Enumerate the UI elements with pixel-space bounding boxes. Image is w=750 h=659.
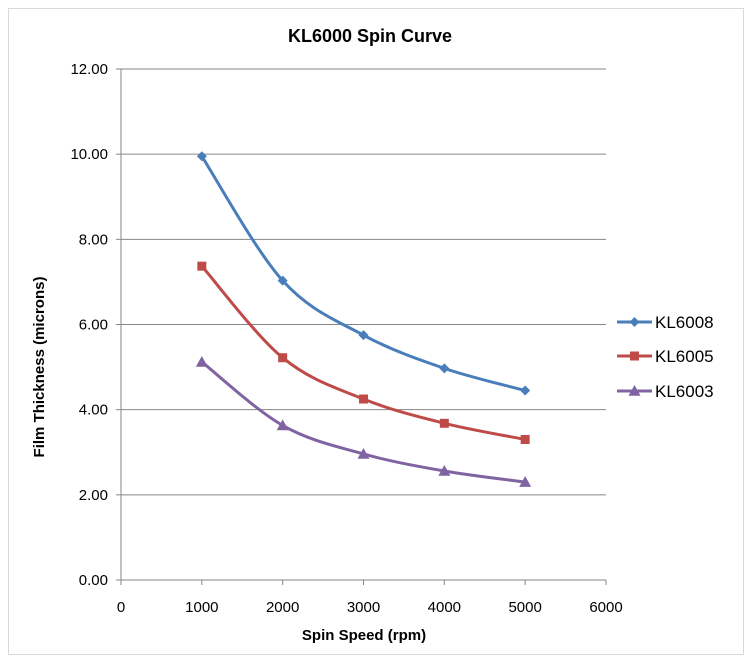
x-tick-label-4: 4000 [428, 599, 461, 616]
x-tick-label-2: 2000 [266, 599, 299, 616]
gridlines [116, 68, 607, 585]
legend-item-KL6003: KL6003 [617, 382, 714, 401]
y-axis-tick-labels: 0.00 2.00 4.00 6.00 8.00 10.00 12.00 [70, 61, 108, 589]
y-tick-label-0: 0.00 [79, 572, 108, 589]
y-tick-label-1: 2.00 [79, 487, 108, 504]
y-tick-label-5: 10.00 [70, 146, 108, 163]
y-tick-label-2: 4.00 [79, 402, 108, 419]
x-tick-label-6: 6000 [589, 599, 622, 616]
point-KL6003-3000 [357, 447, 370, 459]
legend-label-KL6003: KL6003 [655, 382, 714, 401]
series-KL6008 [196, 151, 531, 396]
chart-title: KL6000 Spin Curve [288, 26, 452, 46]
x-axis-title: Spin Speed (rpm) [302, 627, 426, 644]
legend-label-KL6005: KL6005 [655, 347, 714, 366]
x-tick-label-0: 0 [117, 599, 125, 616]
legend-item-KL6008: KL6008 [617, 313, 714, 332]
chart-frame [8, 8, 744, 655]
series-line-KL6003 [200, 360, 526, 484]
point-KL6003-1000 [195, 355, 208, 367]
x-tick-label-3: 3000 [347, 599, 380, 616]
point-KL6003-5000 [519, 476, 532, 487]
series-line-KL6008 [200, 155, 526, 392]
legend-marker-KL6003 [628, 385, 641, 396]
series-line-KL6005 [200, 265, 526, 441]
series-layer [195, 151, 532, 487]
y-tick-label-6: 12.00 [70, 61, 108, 78]
series-KL6003 [195, 355, 532, 487]
series-KL6005 [197, 261, 530, 444]
legend: KL6008 KL6005 KL6003 [617, 313, 714, 401]
point-KL6005-1000 [197, 261, 207, 271]
point-KL6003-4000 [438, 464, 451, 476]
y-axis-title: Film Thickness (microns) [31, 277, 48, 458]
point-KL6003-2000 [276, 419, 289, 431]
legend-item-KL6005: KL6005 [617, 347, 714, 366]
point-KL6005-3000 [359, 394, 368, 404]
x-tick-label-5: 5000 [508, 599, 541, 616]
point-KL6008-3000 [358, 330, 369, 341]
point-KL6005-5000 [520, 434, 530, 444]
legend-marker-KL6008 [629, 317, 640, 327]
x-axis-tick-labels: 0 1000 2000 3000 4000 5000 6000 [117, 599, 623, 616]
point-KL6005-4000 [439, 418, 449, 428]
point-KL6008-2000 [277, 275, 288, 286]
point-KL6005-2000 [278, 353, 288, 363]
legend-label-KL6008: KL6008 [655, 313, 714, 332]
point-KL6008-1000 [196, 151, 207, 162]
point-KL6008-5000 [520, 385, 531, 396]
legend-marker-KL6005 [630, 351, 639, 361]
x-tick-label-1: 1000 [185, 599, 218, 616]
point-KL6008-4000 [439, 363, 450, 374]
y-tick-label-4: 8.00 [79, 231, 108, 248]
y-tick-label-3: 6.00 [79, 317, 108, 334]
